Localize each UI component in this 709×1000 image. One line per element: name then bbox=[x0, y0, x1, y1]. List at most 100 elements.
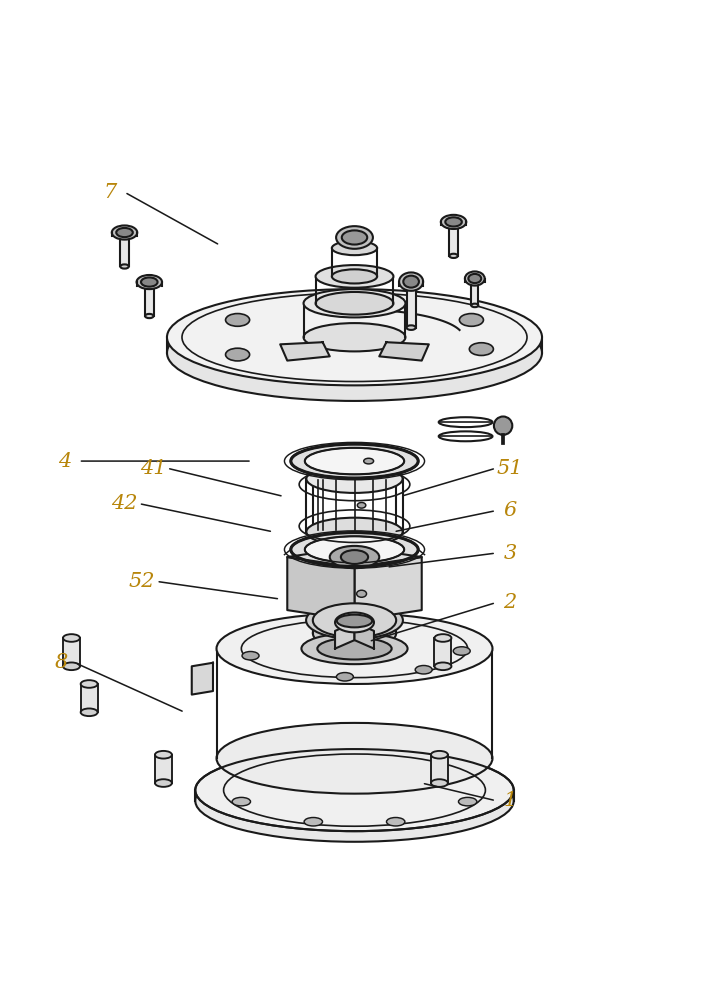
Ellipse shape bbox=[305, 448, 404, 474]
Ellipse shape bbox=[332, 241, 377, 255]
Bar bbox=[63, 638, 80, 666]
Ellipse shape bbox=[318, 638, 391, 659]
Text: 1: 1 bbox=[503, 791, 517, 810]
Ellipse shape bbox=[441, 215, 467, 229]
Ellipse shape bbox=[459, 797, 477, 806]
Text: 3: 3 bbox=[503, 544, 517, 563]
Ellipse shape bbox=[216, 723, 493, 794]
Bar bbox=[145, 282, 154, 316]
Ellipse shape bbox=[232, 797, 250, 806]
Bar bbox=[450, 222, 458, 256]
Ellipse shape bbox=[305, 536, 404, 563]
Text: 52: 52 bbox=[129, 572, 155, 591]
Ellipse shape bbox=[145, 314, 154, 318]
Polygon shape bbox=[287, 547, 422, 567]
Ellipse shape bbox=[494, 417, 513, 435]
Ellipse shape bbox=[313, 616, 396, 650]
Ellipse shape bbox=[306, 602, 403, 639]
Ellipse shape bbox=[303, 289, 406, 317]
Ellipse shape bbox=[155, 751, 172, 759]
Ellipse shape bbox=[116, 228, 133, 237]
Polygon shape bbox=[335, 622, 354, 649]
Ellipse shape bbox=[313, 521, 396, 543]
Polygon shape bbox=[280, 342, 330, 361]
Polygon shape bbox=[287, 557, 354, 620]
Ellipse shape bbox=[341, 550, 368, 564]
Ellipse shape bbox=[469, 274, 481, 283]
Ellipse shape bbox=[216, 613, 493, 684]
Polygon shape bbox=[354, 622, 374, 649]
Ellipse shape bbox=[316, 265, 393, 288]
Ellipse shape bbox=[406, 325, 415, 330]
Polygon shape bbox=[379, 342, 429, 361]
Ellipse shape bbox=[330, 546, 379, 568]
Ellipse shape bbox=[167, 289, 542, 385]
Ellipse shape bbox=[291, 533, 418, 567]
Bar bbox=[471, 279, 479, 305]
Ellipse shape bbox=[386, 817, 405, 826]
Polygon shape bbox=[191, 663, 213, 695]
Text: 6: 6 bbox=[503, 501, 517, 520]
Ellipse shape bbox=[465, 271, 485, 286]
Bar bbox=[121, 233, 129, 266]
Ellipse shape bbox=[306, 518, 403, 546]
Ellipse shape bbox=[357, 502, 366, 508]
Ellipse shape bbox=[195, 749, 514, 831]
Bar bbox=[81, 684, 98, 712]
Ellipse shape bbox=[291, 444, 418, 478]
Ellipse shape bbox=[435, 662, 452, 670]
Ellipse shape bbox=[335, 613, 374, 632]
Ellipse shape bbox=[81, 680, 98, 688]
Ellipse shape bbox=[336, 226, 373, 249]
Ellipse shape bbox=[81, 708, 98, 716]
Ellipse shape bbox=[155, 779, 172, 787]
Ellipse shape bbox=[403, 276, 419, 288]
Ellipse shape bbox=[337, 615, 372, 627]
Ellipse shape bbox=[167, 305, 542, 401]
Text: 41: 41 bbox=[140, 459, 166, 478]
Ellipse shape bbox=[459, 314, 484, 326]
Ellipse shape bbox=[431, 779, 448, 787]
Ellipse shape bbox=[316, 292, 393, 315]
Text: 4: 4 bbox=[57, 452, 71, 471]
Ellipse shape bbox=[471, 304, 479, 307]
Ellipse shape bbox=[469, 343, 493, 355]
Bar bbox=[435, 638, 452, 666]
Text: 51: 51 bbox=[497, 459, 523, 478]
Ellipse shape bbox=[313, 603, 396, 637]
Bar bbox=[431, 755, 448, 783]
Text: 7: 7 bbox=[104, 183, 117, 202]
Ellipse shape bbox=[453, 647, 470, 655]
Ellipse shape bbox=[342, 230, 367, 245]
Ellipse shape bbox=[242, 651, 259, 660]
Text: 8: 8 bbox=[54, 653, 67, 672]
Ellipse shape bbox=[121, 264, 129, 269]
Ellipse shape bbox=[301, 633, 408, 664]
Ellipse shape bbox=[313, 450, 396, 472]
Ellipse shape bbox=[435, 634, 452, 642]
Bar bbox=[155, 755, 172, 783]
Ellipse shape bbox=[195, 760, 514, 842]
Ellipse shape bbox=[332, 269, 377, 283]
Ellipse shape bbox=[445, 217, 462, 227]
Ellipse shape bbox=[225, 348, 250, 361]
Polygon shape bbox=[354, 557, 422, 620]
Ellipse shape bbox=[225, 314, 250, 326]
Ellipse shape bbox=[431, 751, 448, 759]
Ellipse shape bbox=[357, 590, 367, 597]
Ellipse shape bbox=[63, 662, 80, 670]
Ellipse shape bbox=[364, 458, 374, 464]
Ellipse shape bbox=[63, 634, 80, 642]
Text: 2: 2 bbox=[503, 593, 517, 612]
Ellipse shape bbox=[141, 277, 157, 287]
Text: 42: 42 bbox=[111, 494, 138, 513]
Ellipse shape bbox=[415, 665, 432, 674]
Ellipse shape bbox=[306, 465, 403, 493]
Ellipse shape bbox=[112, 225, 138, 240]
Ellipse shape bbox=[399, 272, 423, 291]
Bar bbox=[406, 282, 415, 328]
Ellipse shape bbox=[336, 673, 353, 681]
Ellipse shape bbox=[304, 817, 323, 826]
Ellipse shape bbox=[450, 254, 458, 258]
Ellipse shape bbox=[137, 275, 162, 289]
